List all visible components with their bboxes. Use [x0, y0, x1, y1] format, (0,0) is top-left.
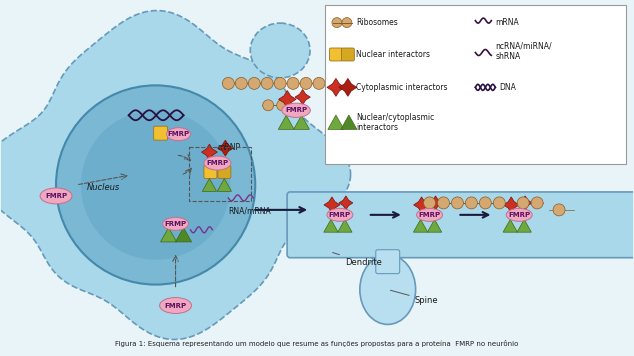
Ellipse shape: [162, 218, 188, 230]
FancyBboxPatch shape: [330, 48, 342, 61]
Text: mRNP: mRNP: [217, 143, 240, 152]
Polygon shape: [429, 196, 443, 210]
FancyBboxPatch shape: [218, 166, 231, 178]
Ellipse shape: [507, 208, 532, 221]
Polygon shape: [427, 219, 442, 232]
Circle shape: [479, 197, 491, 209]
Text: ncRNA/miRNA/
shRNA: ncRNA/miRNA/ shRNA: [495, 42, 552, 61]
Text: FMRP: FMRP: [418, 212, 441, 218]
Text: FMRP: FMRP: [329, 212, 351, 218]
Circle shape: [249, 77, 260, 89]
Text: Nuclear/cytoplasmic
interactors: Nuclear/cytoplasmic interactors: [356, 112, 434, 132]
Text: mRNA: mRNA: [495, 18, 519, 27]
Text: FMRP: FMRP: [206, 160, 228, 166]
FancyBboxPatch shape: [376, 250, 399, 274]
Polygon shape: [339, 78, 357, 96]
Circle shape: [287, 77, 299, 89]
FancyBboxPatch shape: [153, 126, 167, 140]
Polygon shape: [339, 196, 353, 210]
Polygon shape: [517, 219, 531, 232]
Text: Spine: Spine: [391, 290, 438, 304]
Ellipse shape: [250, 23, 310, 78]
Circle shape: [553, 204, 565, 216]
Circle shape: [235, 77, 247, 89]
Text: DNA: DNA: [500, 83, 516, 92]
Ellipse shape: [167, 128, 190, 141]
Polygon shape: [328, 115, 344, 129]
Polygon shape: [294, 115, 309, 129]
Polygon shape: [413, 197, 430, 213]
Polygon shape: [295, 89, 310, 105]
Polygon shape: [217, 140, 233, 156]
Text: Cytoplasmic interactors: Cytoplasmic interactors: [356, 83, 448, 92]
Circle shape: [437, 197, 450, 209]
Circle shape: [451, 197, 463, 209]
Circle shape: [261, 77, 273, 89]
Polygon shape: [202, 179, 217, 191]
Circle shape: [493, 197, 505, 209]
Polygon shape: [324, 219, 338, 232]
Polygon shape: [503, 219, 517, 232]
Circle shape: [332, 18, 342, 27]
Text: Dendrite: Dendrite: [333, 252, 382, 267]
Text: Nucleus: Nucleus: [87, 183, 120, 193]
FancyBboxPatch shape: [341, 48, 354, 61]
Circle shape: [313, 77, 325, 89]
Polygon shape: [324, 197, 340, 213]
Circle shape: [276, 100, 288, 111]
Text: FRMP: FRMP: [164, 221, 186, 227]
Polygon shape: [0, 11, 351, 340]
Ellipse shape: [204, 156, 231, 170]
Circle shape: [517, 197, 529, 209]
FancyBboxPatch shape: [287, 192, 634, 258]
Circle shape: [56, 85, 256, 284]
Text: RNA/mRNA: RNA/mRNA: [228, 207, 271, 216]
Polygon shape: [341, 115, 357, 129]
Text: Figura 1: Esquema representando um modelo que resume as funções propostas para a: Figura 1: Esquema representando um model…: [115, 340, 519, 347]
FancyBboxPatch shape: [204, 166, 217, 178]
Circle shape: [300, 77, 312, 89]
Ellipse shape: [360, 255, 416, 324]
Polygon shape: [413, 219, 428, 232]
Ellipse shape: [417, 208, 443, 221]
Circle shape: [81, 110, 230, 260]
Polygon shape: [503, 197, 519, 213]
Circle shape: [342, 18, 352, 27]
Circle shape: [424, 197, 436, 209]
Polygon shape: [518, 196, 532, 210]
Ellipse shape: [282, 103, 310, 117]
Ellipse shape: [40, 188, 72, 204]
Polygon shape: [176, 227, 191, 242]
Polygon shape: [278, 90, 296, 108]
Polygon shape: [338, 219, 352, 232]
Circle shape: [465, 197, 477, 209]
Polygon shape: [327, 78, 345, 96]
Text: FMRP: FMRP: [167, 131, 190, 137]
Circle shape: [223, 77, 235, 89]
Text: FMRP: FMRP: [508, 212, 530, 218]
Text: FMRP: FMRP: [285, 107, 307, 113]
Ellipse shape: [160, 298, 191, 314]
FancyBboxPatch shape: [325, 5, 626, 164]
Polygon shape: [217, 179, 231, 191]
Text: FMRP: FMRP: [164, 303, 186, 309]
Polygon shape: [278, 115, 294, 129]
Circle shape: [262, 100, 274, 111]
Circle shape: [274, 77, 286, 89]
Text: FMRP: FMRP: [45, 193, 67, 199]
Polygon shape: [160, 227, 177, 242]
Text: Nuclear interactors: Nuclear interactors: [356, 50, 430, 59]
Polygon shape: [202, 144, 217, 160]
Ellipse shape: [327, 208, 353, 221]
Circle shape: [531, 197, 543, 209]
Text: Ribosomes: Ribosomes: [356, 18, 398, 27]
Circle shape: [326, 77, 338, 89]
